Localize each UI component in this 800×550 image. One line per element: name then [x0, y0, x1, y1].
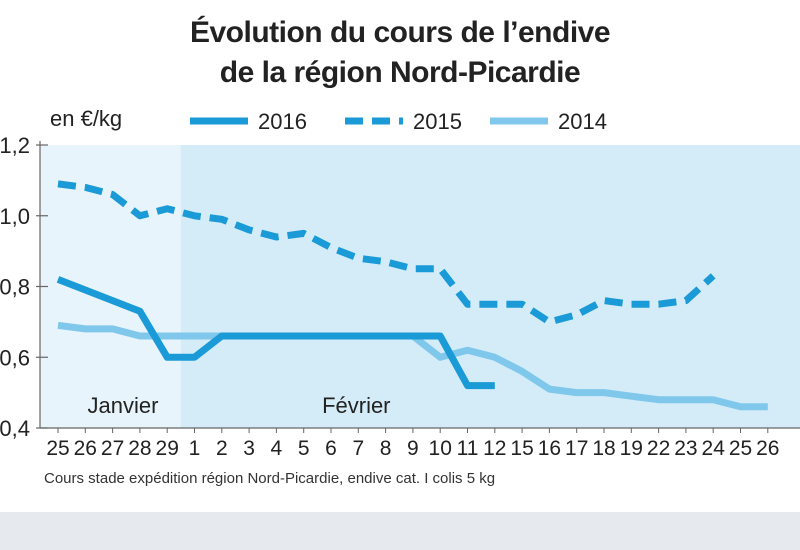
- x-tick-label: 3: [243, 437, 255, 460]
- y-axis-unit-label: en €/kg: [50, 106, 123, 131]
- x-tick-label: 23: [674, 437, 697, 460]
- chart-title-line2: de la région Nord-Picardie: [219, 56, 581, 89]
- y-tick-label: 1,0: [0, 204, 30, 229]
- x-tick-label: 26: [756, 437, 779, 460]
- x-tick-label: 27: [101, 437, 124, 460]
- x-tick-label: 18: [592, 437, 615, 460]
- series-line-2016: [56, 276, 495, 390]
- x-tick-label: 10: [429, 437, 452, 460]
- legend-label-2016: 2016: [258, 109, 307, 134]
- x-tick-label: 25: [729, 437, 752, 460]
- x-tick-label: 28: [128, 437, 151, 460]
- legend-label-2014: 2014: [558, 109, 607, 134]
- source-note: Cours stade expédition région Nord-Picar…: [44, 470, 496, 487]
- x-tick-label: 5: [298, 437, 310, 460]
- month-label: Janvier: [88, 393, 159, 418]
- y-tick-label: 0,6: [0, 345, 30, 370]
- x-tick-label: 16: [538, 437, 561, 460]
- plot-background-fevrier: [180, 145, 800, 428]
- x-tick-label: 1: [189, 437, 201, 460]
- x-tick-label: 2: [216, 437, 228, 460]
- month-label: Février: [322, 393, 390, 418]
- y-tick-label: 1,2: [0, 133, 30, 158]
- x-tick-label: 4: [271, 437, 283, 460]
- x-tick-label: 6: [325, 437, 337, 460]
- legend-label-2015: 2015: [413, 109, 462, 134]
- y-tick-label: 0,8: [0, 275, 30, 300]
- x-tick-label: 24: [702, 437, 726, 460]
- x-tick-label: 12: [483, 437, 506, 460]
- series-line-2015: [57, 180, 716, 326]
- bottom-band: [0, 512, 800, 550]
- y-tick-label: 0,4: [0, 416, 30, 441]
- x-tick-label: 7: [352, 437, 364, 460]
- x-tick-label: 19: [620, 437, 643, 460]
- x-tick-label: 8: [380, 437, 392, 460]
- x-tick-label: 29: [156, 437, 179, 460]
- x-tick-label: 22: [647, 437, 670, 460]
- x-tick-label: 25: [46, 437, 69, 460]
- x-tick-label: 15: [510, 437, 533, 460]
- x-tick-label: 9: [407, 437, 419, 460]
- chart-title-line1: Évolution du cours de l’endive: [189, 16, 611, 49]
- x-tick-label: 11: [457, 437, 479, 460]
- x-tick-label: 26: [74, 437, 97, 460]
- x-tick-label: 17: [565, 437, 588, 460]
